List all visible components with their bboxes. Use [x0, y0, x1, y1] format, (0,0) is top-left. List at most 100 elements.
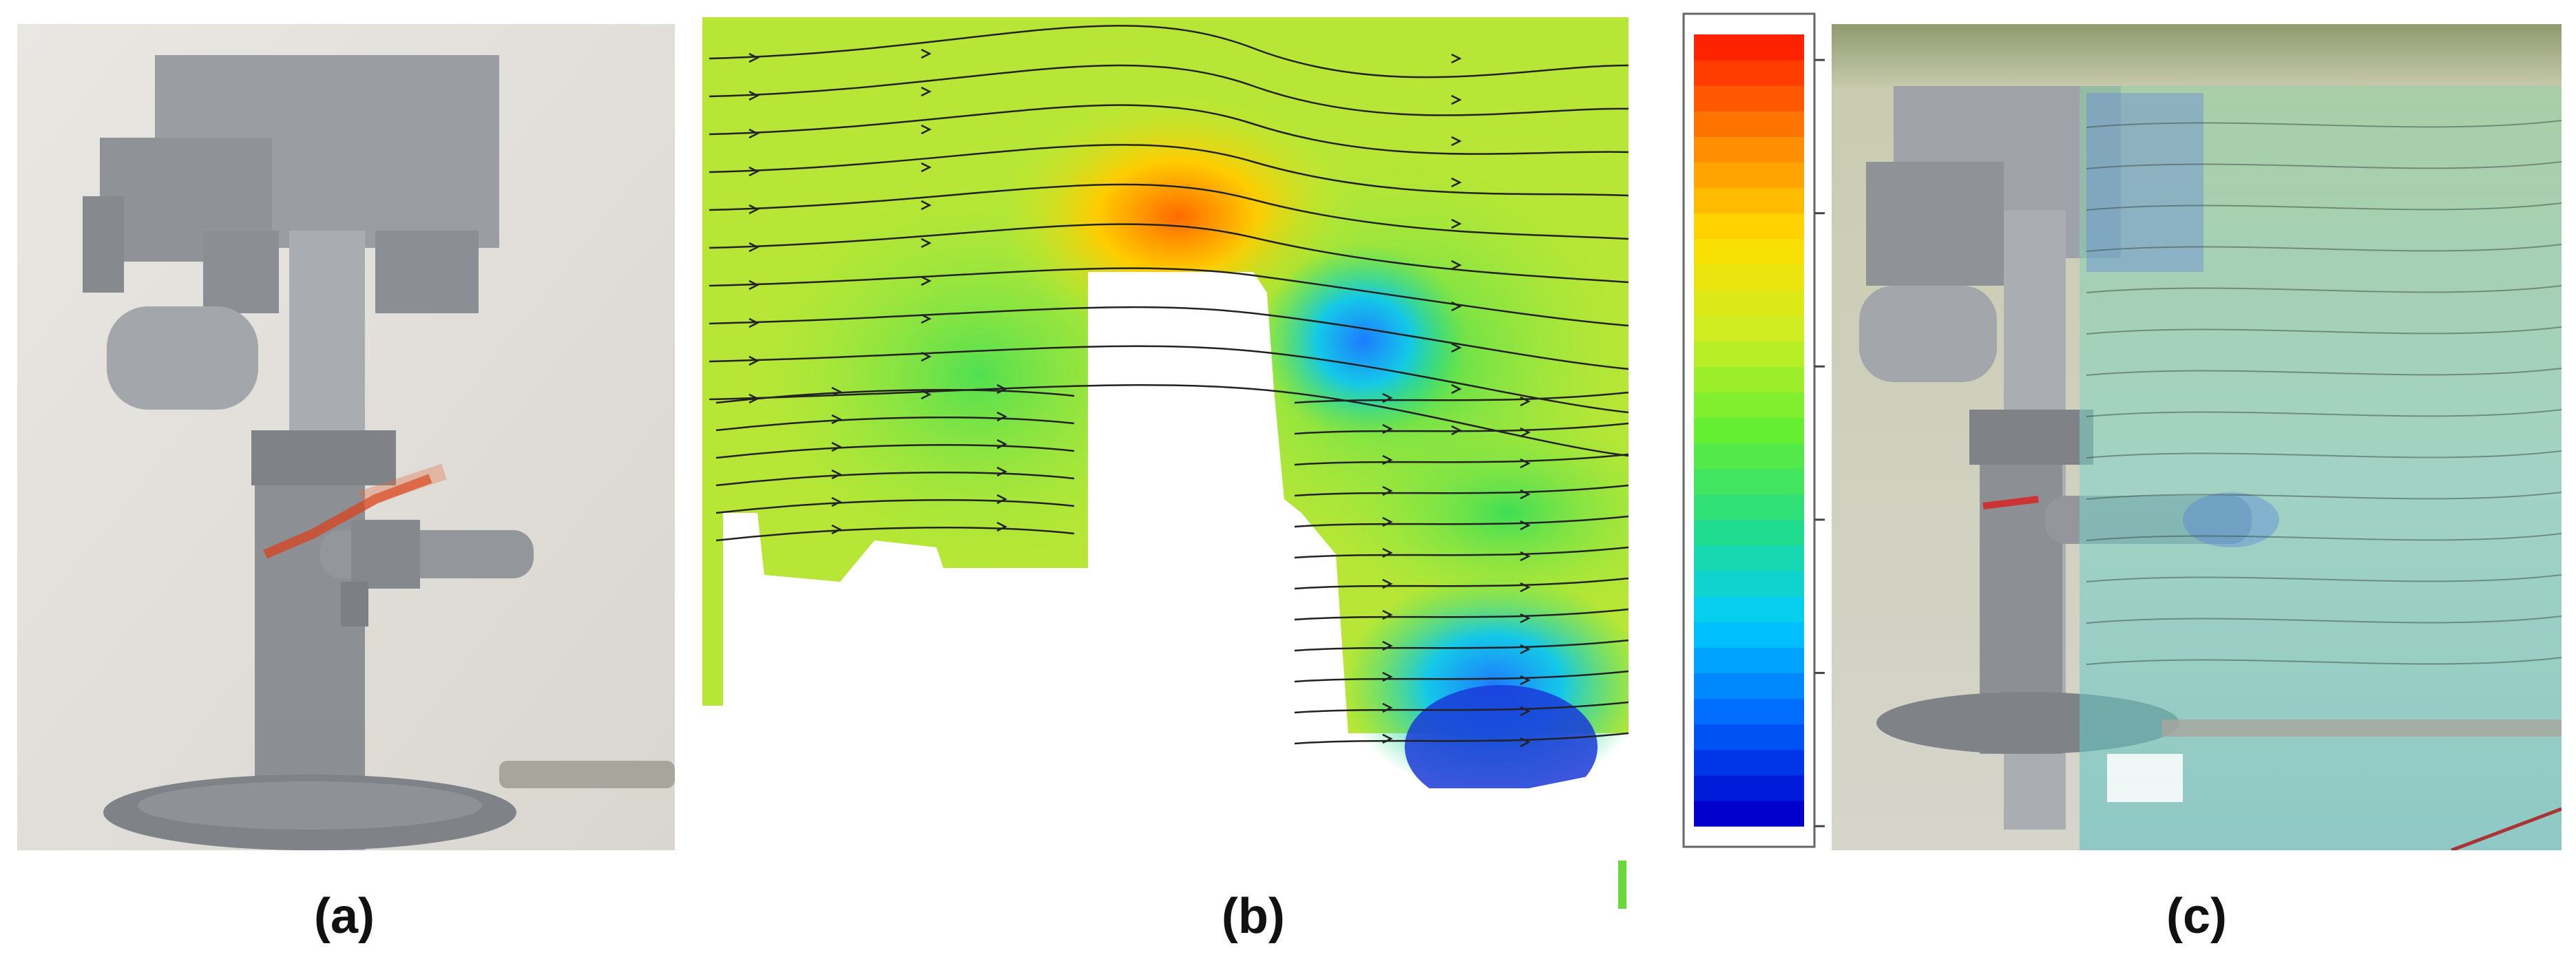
streamline-arrow — [1451, 136, 1462, 147]
streamline-arrow — [921, 162, 932, 173]
colorbar-gradient — [1694, 34, 1804, 827]
streamline-arrow — [1520, 551, 1531, 562]
overlay-streamline — [2086, 657, 2562, 665]
streamline-arrow — [1451, 260, 1462, 271]
streamline — [715, 389, 1075, 404]
streamline-arrow — [831, 441, 842, 452]
streamline-arrow — [748, 52, 760, 63]
streamline-arrow — [1520, 706, 1531, 717]
streamline-arrow — [996, 439, 1007, 450]
streamline-arrow — [1382, 485, 1393, 496]
streamline-arrow — [1451, 53, 1462, 64]
streamline-arrow — [748, 90, 760, 101]
streamline-arrow — [921, 48, 932, 59]
streamline — [715, 499, 1075, 514]
streamline — [1294, 577, 1629, 590]
streamline-arrow — [1520, 427, 1531, 438]
streamline-arrow — [1520, 644, 1531, 655]
streamline-arrow — [921, 86, 932, 97]
streamline-arrow — [1451, 94, 1462, 105]
streamline-arrow — [921, 200, 932, 211]
streamline-arrow — [921, 389, 932, 400]
caption-a: (a) — [314, 889, 375, 944]
streamline-arrow — [996, 466, 1007, 477]
caption-c: (c) — [2166, 889, 2227, 944]
streamline-arrow — [831, 469, 842, 480]
streamline — [1294, 422, 1629, 435]
streamline — [1294, 484, 1629, 497]
streamline-arrow — [996, 411, 1007, 422]
streamline-arrow — [921, 275, 932, 286]
colorbar-frame — [1682, 12, 1816, 848]
streamline-arrow — [921, 313, 932, 324]
streamline-arrow — [748, 128, 760, 139]
streamline-arrow — [1520, 675, 1531, 686]
streamline-arrow — [1382, 516, 1393, 527]
streamline — [709, 267, 1629, 327]
streamline — [1294, 515, 1629, 528]
streamline-arrow — [748, 317, 760, 328]
streamline-arrow — [921, 238, 932, 249]
streamline-arrow — [996, 494, 1007, 505]
overlay-streamline — [2086, 285, 2562, 293]
velocity-field-panel-b — [702, 17, 1629, 916]
streamline-arrow — [1382, 547, 1393, 558]
caption-b: (b) — [1222, 889, 1285, 944]
streamline-arrow — [1520, 396, 1531, 407]
streamline — [1294, 608, 1629, 621]
overlay-streamline — [2086, 574, 2562, 582]
streamline-arrow — [748, 166, 760, 177]
streamline-arrow — [1382, 702, 1393, 713]
streamline-arrow — [1382, 671, 1393, 682]
overlay-streamline — [2086, 120, 2562, 128]
streamline-arrow — [1520, 737, 1531, 748]
streamline — [715, 444, 1075, 459]
model-mask — [702, 272, 1629, 916]
streamline — [709, 104, 1629, 155]
streamline — [1294, 670, 1629, 683]
overlay-streamline — [2086, 368, 2562, 376]
streamline-arrow — [831, 496, 842, 507]
streamline-arrow — [1520, 520, 1531, 531]
streamline-arrow — [1520, 489, 1531, 500]
streamline — [1294, 732, 1629, 745]
overlay-streamline — [2086, 202, 2562, 211]
streamline-arrow — [1451, 342, 1462, 353]
streamline-arrow — [1520, 582, 1531, 593]
streamline-arrow — [1382, 423, 1393, 434]
streamline — [709, 223, 1629, 284]
streamline — [1294, 453, 1629, 466]
streamline — [1294, 701, 1629, 714]
streamline — [709, 384, 1629, 457]
streamlines — [709, 25, 1629, 748]
streamline-arrow — [1451, 383, 1462, 394]
streamline-arrow — [1520, 613, 1531, 624]
streamline-arrow — [1382, 578, 1393, 589]
streamline-arrow — [1451, 218, 1462, 229]
streamline-arrow — [1382, 733, 1393, 744]
streamline-arrow — [748, 355, 760, 366]
streamline — [709, 144, 1629, 197]
streamline-arrow — [831, 414, 842, 425]
overlay-streamline — [2086, 615, 2562, 624]
overlay-streamline — [2086, 244, 2562, 252]
colorbar: 3024181260 — [1680, 10, 1907, 857]
streamline — [715, 417, 1075, 432]
overlay-panel-c — [1832, 24, 2562, 850]
streamline-arrow — [1382, 454, 1393, 465]
streamline-arrow — [996, 521, 1007, 532]
streamline-arrow — [1382, 640, 1393, 651]
overlay-streamline — [2086, 409, 2562, 417]
streamline-arrow — [748, 204, 760, 215]
overlay-streamline — [2086, 492, 2562, 500]
streamline — [715, 527, 1075, 542]
streamline-arrow — [921, 351, 932, 362]
streamline-arrow — [1451, 177, 1462, 188]
streamline-arrow — [1451, 301, 1462, 312]
streamline-arrow — [1382, 609, 1393, 620]
streamline — [709, 183, 1629, 240]
streamline-arrow — [1382, 392, 1393, 403]
streamline-arrow — [921, 124, 932, 135]
streamline-arrow — [748, 280, 760, 291]
streamline — [709, 25, 1629, 78]
